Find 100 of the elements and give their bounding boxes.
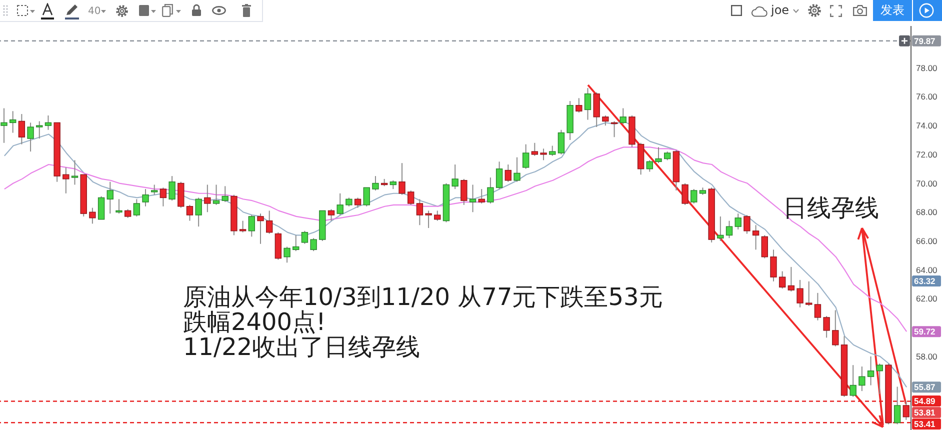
- text: 53.81: [914, 408, 936, 418]
- candlestick: [496, 161, 503, 190]
- candlestick: [452, 164, 458, 190]
- candlestick: [44, 114, 52, 130]
- candlestick: [222, 186, 228, 203]
- candlestick: [186, 204, 194, 222]
- candlestick: [867, 356, 874, 386]
- candlestick: [398, 162, 406, 196]
- candlestick: [655, 146, 662, 164]
- candlestick: [717, 216, 724, 242]
- candlestick: [116, 198, 122, 214]
- candlestick: [576, 98, 582, 114]
- candlestick: [832, 310, 839, 347]
- candlestick: [504, 164, 512, 182]
- annotation: 原油从今年10/3到11/20 从77元下跌至53元: [183, 283, 663, 311]
- candlestick: [761, 234, 768, 259]
- candlestick: [593, 92, 600, 128]
- y-tick-label: 64.00: [916, 264, 938, 275]
- candlestick: [858, 366, 866, 392]
- candlestick: [425, 210, 432, 228]
- ref-line-label: 79.87: [914, 36, 936, 46]
- candlestick: [363, 187, 370, 207]
- candlestick: [248, 214, 255, 238]
- y-tick-label: 70.00: [916, 178, 938, 188]
- candlestick: [204, 184, 211, 213]
- candlestick: [310, 238, 317, 252]
- candlestick: [408, 190, 414, 206]
- text: 63.32: [914, 276, 936, 286]
- ref-line-label: 54.89: [914, 396, 936, 406]
- candlestick: [806, 280, 812, 306]
- text: joe: [771, 3, 790, 17]
- candlestick: [690, 188, 698, 204]
- candlestick: [195, 197, 202, 228]
- ref-line-label: 53.41: [914, 419, 936, 429]
- candlestick: [9, 110, 16, 134]
- y-tick-label: 78.00: [916, 62, 938, 73]
- candlestick: [584, 88, 592, 120]
- candlestick: [814, 292, 822, 321]
- y-tick-label: 68.00: [916, 207, 938, 218]
- candlestick: [646, 160, 654, 172]
- candlestick: [336, 192, 344, 216]
- candlestick: [850, 364, 856, 398]
- candlestick: [460, 178, 468, 206]
- candlestick: [133, 198, 140, 217]
- candlestick: [531, 142, 538, 156]
- text: 40: [88, 5, 101, 18]
- annotation: 跌幅2400点!: [183, 308, 326, 336]
- candlestick: [292, 234, 300, 252]
- candlestick: [549, 145, 556, 156]
- y-tick-label: 58.00: [916, 351, 938, 362]
- candlestick: [876, 363, 883, 394]
- candlestick: [478, 188, 485, 204]
- candlestick: [682, 182, 688, 206]
- candlestick: [301, 230, 308, 244]
- annotation: 11/22收出了日线孕线: [183, 333, 420, 361]
- candlestick: [778, 270, 786, 290]
- candlestick: [284, 246, 290, 264]
- candlestick: [522, 144, 530, 170]
- candlestick: [18, 114, 26, 145]
- candlestick: [744, 214, 750, 234]
- y-tick-label: 62.00: [916, 294, 938, 304]
- candlestick: [151, 184, 158, 196]
- candlestick: [487, 177, 494, 204]
- candlestick: [540, 148, 547, 161]
- candlestick: [160, 187, 167, 207]
- candlestick: [142, 188, 149, 207]
- candlestick: [27, 122, 34, 152]
- candlestick: [770, 249, 777, 282]
- line-series: [4, 146, 908, 332]
- candlestick: [212, 184, 220, 206]
- candlestick: [266, 210, 273, 234]
- candlestick: [434, 210, 441, 222]
- candlestick: [788, 266, 795, 292]
- candlestick: [239, 220, 246, 233]
- candlestick: [257, 213, 264, 244]
- candlestick: [620, 108, 626, 125]
- candlestick: [469, 184, 476, 213]
- candlestick: [62, 166, 70, 194]
- candlestick: [558, 129, 565, 155]
- candlestick: [354, 197, 362, 208]
- candlestick: [106, 181, 114, 214]
- candlestick: [71, 160, 78, 186]
- y-tick-label: 76.00: [916, 92, 938, 102]
- candlestick: [894, 386, 901, 425]
- candlestick: [372, 176, 379, 191]
- annotation: 日线孕线: [783, 194, 879, 222]
- candlestick: [823, 316, 830, 338]
- candlestick: [0, 108, 8, 144]
- candlestick: [36, 120, 43, 140]
- candlestick: [726, 220, 733, 239]
- candlestick: [752, 224, 760, 250]
- button: 发表: [873, 0, 912, 21]
- candlestick: [416, 198, 424, 226]
- y-tick-label: 66.00: [916, 236, 938, 246]
- candlestick: [796, 279, 804, 308]
- data-label: 59.72: [914, 326, 936, 337]
- candlestick: [734, 213, 742, 230]
- candlestick: [89, 207, 96, 224]
- candlestick: [178, 181, 184, 208]
- candlestick: [98, 196, 105, 220]
